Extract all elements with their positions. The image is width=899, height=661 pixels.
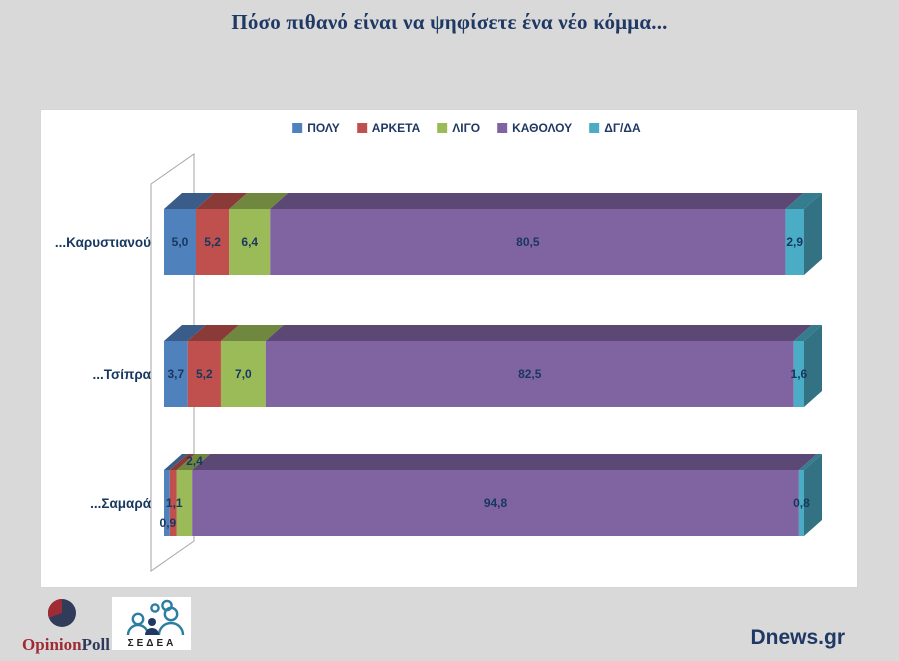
legend-item-ΑΡΚΕΤΑ: ΑΡΚΕΤΑ <box>356 121 421 135</box>
sedea-figure <box>149 602 160 613</box>
bar-segment-top-face <box>176 454 211 470</box>
bar-end-cap <box>804 454 822 536</box>
chart-panel: 5,0 5,2 6,4 80,5 2,9 ...Καρυστιανού 3,7 5,2 7,0 8… <box>40 109 858 588</box>
bar-segment-ΔΓ/ΔΑ <box>793 341 804 407</box>
bar-segment-top-face <box>265 325 812 341</box>
bar-segment-top-face <box>164 325 206 341</box>
bar-value-label: 94,8 <box>484 496 508 510</box>
bar-segment-top-face <box>220 325 284 341</box>
bar-segment-top-face <box>187 325 239 341</box>
bar-segment-ΠΟΛΥ <box>164 341 188 407</box>
bar-segment-ΚΑΘΟΛΟΥ <box>265 341 794 407</box>
opinionpoll-word-opinion: Opinion <box>22 635 82 654</box>
legend-swatch-icon <box>437 123 448 133</box>
bar-segment-ΚΑΘΟΛΟΥ <box>270 209 786 275</box>
bar-row: 5,0 5,2 6,4 80,5 2,9 <box>164 193 822 275</box>
bar-segment-ΑΡΚΕΤΑ <box>196 209 230 275</box>
bar-segment-top-face <box>793 325 822 341</box>
page-title: Πόσο πιθανό είναι να ψηφίσετε ένα νέο κό… <box>231 10 668 34</box>
bar-segment-ΑΡΚΕΤΑ <box>169 470 177 536</box>
bar-value-label: 7,0 <box>235 367 252 381</box>
sedea-logo: ΣΕΔΕΑ <box>112 597 191 650</box>
bar-value-label: 1,6 <box>791 367 808 381</box>
bar-segment-ΠΟΛΥ <box>164 209 196 275</box>
legend-label: ΔΓ/ΔΑ <box>604 121 641 135</box>
legend-item-ΔΓ/ΔΑ: ΔΓ/ΔΑ <box>589 121 641 135</box>
opinionpoll-wordmark: OpinionPoll <box>14 635 118 655</box>
bar-segment-top-face <box>164 193 214 209</box>
category-label: ...Τσίπρα <box>93 367 152 382</box>
bar-segment-ΛΙΓΟ <box>176 470 193 536</box>
legend-label: ΚΑΘΟΛΟΥ <box>512 121 573 135</box>
sedea-label: ΣΕΔΕΑ <box>127 638 176 649</box>
legend-swatch-icon <box>292 123 303 133</box>
legend-item-ΛΙΓΟ: ΛΙΓΟ <box>437 121 480 135</box>
bar-value-label: 2,9 <box>786 235 803 249</box>
bar-value-label: 0,9 <box>160 516 177 530</box>
chart-legend: ΠΟΛΥ ΑΡΚΕΤΑ ΛΙΓΟ ΚΑΘΟΛΟΥ ΔΓ/ΔΑ <box>292 121 641 135</box>
legend-item-ΠΟΛΥ: ΠΟΛΥ <box>292 121 340 135</box>
sedea-figure <box>163 606 178 621</box>
sedea-dark-figure-body <box>144 627 159 635</box>
bar-value-label: 82,5 <box>518 367 542 381</box>
bar-segment-ΔΓ/ΔΑ <box>785 209 804 275</box>
bar-row: 0,9 1,1 2,4 94,8 0,8 <box>160 454 822 536</box>
legend-swatch-icon <box>497 123 508 133</box>
sedea-figure <box>157 621 184 635</box>
bar-segment-ΛΙΓΟ <box>220 341 266 407</box>
bar-segment-top-face <box>164 454 188 470</box>
bar-value-label: 2,4 <box>186 454 203 468</box>
stacked-bar-chart: 5,0 5,2 6,4 80,5 2,9 ...Καρυστιανού 3,7 5,2 7,0 8… <box>55 153 822 572</box>
bar-value-label: 6,4 <box>241 235 258 249</box>
legend-label: ΠΟΛΥ <box>307 121 340 135</box>
source-label: Dnews.gr <box>750 626 845 649</box>
bar-value-label: 3,7 <box>167 367 184 381</box>
legend-item-ΚΑΘΟΛΟΥ: ΚΑΘΟΛΟΥ <box>497 121 572 135</box>
bar-segment-top-face <box>229 193 289 209</box>
legend-label: ΛΙΓΟ <box>452 121 481 135</box>
bar-segment-ΑΡΚΕΤΑ <box>187 341 221 407</box>
bar-segment-ΠΟΛΥ <box>164 470 170 536</box>
bar-segment-ΔΓ/ΔΑ <box>798 470 804 536</box>
opinionpoll-pie-icon <box>47 598 76 627</box>
bar-end-cap <box>804 325 822 407</box>
bar-value-label: 80,5 <box>516 235 540 249</box>
opinionpoll-logo: OpinionPoll <box>14 597 118 655</box>
category-label: ...Καρυστιανού <box>55 235 151 250</box>
bar-value-label: 5,2 <box>196 367 213 381</box>
legend-swatch-icon <box>589 123 600 133</box>
sedea-people-icon: ΣΕΔΕΑ <box>126 599 184 649</box>
bar-end-cap <box>804 193 822 275</box>
bar-value-label: 0,8 <box>793 496 810 510</box>
bar-segment-ΚΑΘΟΛΟΥ <box>192 470 799 536</box>
sedea-figure <box>126 623 149 635</box>
bar-value-label: 5,2 <box>204 235 221 249</box>
bar-segment-top-face <box>798 454 822 470</box>
bar-segment-top-face <box>785 193 822 209</box>
opinionpoll-word-poll: Poll <box>81 635 110 654</box>
bar-value-label: 5,0 <box>172 235 189 249</box>
bar-segment-top-face <box>196 193 248 209</box>
category-label: ...Σαμαρά <box>90 496 152 511</box>
sedea-figure <box>131 612 144 625</box>
legend-label: ΑΡΚΕΤΑ <box>371 121 421 135</box>
bar-row: 3,7 5,2 7,0 82,5 1,6 <box>164 325 822 407</box>
sedea-dark-figure <box>147 617 156 626</box>
bar-segment-top-face <box>270 193 804 209</box>
bar-value-label: 1,1 <box>166 496 183 510</box>
bar-segment-top-face <box>169 454 195 470</box>
bar-segment-ΛΙΓΟ <box>229 209 271 275</box>
bar-segment-top-face <box>192 454 817 470</box>
legend-swatch-icon <box>356 123 367 133</box>
